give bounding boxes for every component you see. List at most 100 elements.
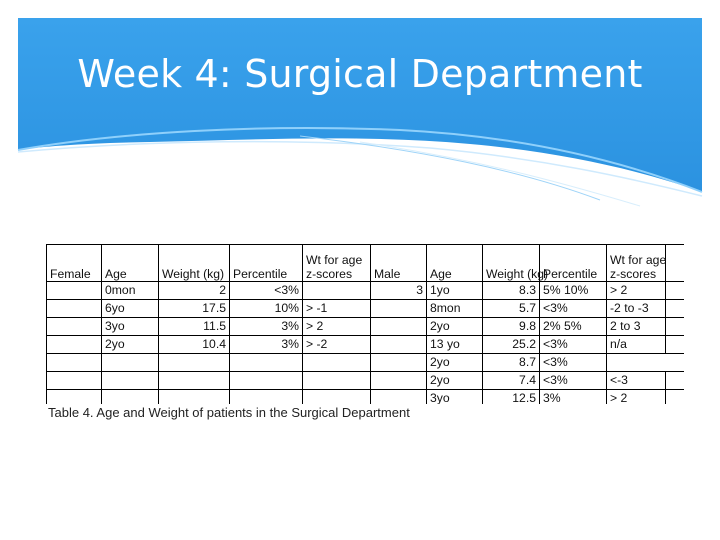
table-row: 2yo 10.4 3% > -2 13 yo 25.2 <3% n/a (46, 335, 684, 354)
female-weight (158, 371, 230, 390)
female-cell (46, 353, 102, 372)
male-percentile: 2% 5% (539, 317, 607, 336)
female-age: 2yo (101, 335, 159, 354)
header-weight: Weight (kg) (158, 244, 230, 282)
female-zscore (302, 371, 371, 390)
female-age (101, 353, 159, 372)
spacer-cell (665, 299, 684, 318)
male-weight: 9.8 (482, 317, 540, 336)
female-age (101, 389, 159, 404)
female-weight: 11.5 (158, 317, 230, 336)
female-weight (158, 389, 230, 404)
header-band (17, 18, 703, 207)
male-label-cell (370, 299, 427, 318)
header-age-male: Age (426, 244, 483, 282)
table-row: 3yo 12.5 3% > 2 (46, 389, 684, 404)
female-zscore: > 2 (302, 317, 371, 336)
female-percentile (229, 389, 303, 404)
female-age: 0mon (101, 281, 159, 300)
female-percentile (229, 371, 303, 390)
female-percentile: 10% (229, 299, 303, 318)
male-zscore: <-3 (606, 371, 666, 390)
female-age: 3yo (101, 317, 159, 336)
header-wt-zscores-male: Wt for age z-scores (606, 244, 667, 282)
table-body: 0mon 2 <3% 3 1yo 8.3 5% 10% > 2 6yo 17.5 10% > -1 8m… (46, 281, 684, 404)
male-age: 2yo (426, 371, 483, 390)
header-wt-line2: z-scores (306, 267, 353, 281)
header-age: Age (101, 244, 159, 282)
male-label-cell (370, 353, 427, 372)
female-weight: 2 (158, 281, 230, 300)
male-zscore: n/a (606, 335, 666, 354)
female-percentile (229, 353, 303, 372)
female-weight (158, 353, 230, 372)
male-label-cell (370, 371, 427, 390)
male-percentile: 5% 10% (539, 281, 607, 300)
male-label-cell (370, 335, 427, 354)
male-label-cell (370, 389, 427, 404)
male-age: 1yo (426, 281, 483, 300)
header-female: Female (46, 244, 102, 282)
header-wt-male-line1: Wt for age (610, 253, 667, 267)
male-age: 8mon (426, 299, 483, 318)
male-zscore: 2 to 3 (606, 317, 666, 336)
header-percentile: Percentile (229, 244, 303, 282)
male-age: 3yo (426, 389, 483, 404)
male-weight: 7.4 (482, 371, 540, 390)
female-weight: 10.4 (158, 335, 230, 354)
male-weight: 8.3 (482, 281, 540, 300)
table-header-row: Female Age Weight (kg) Percentile Wt for… (46, 244, 684, 282)
male-zscore: > 2 (606, 389, 666, 404)
female-zscore (302, 353, 371, 372)
female-age (101, 371, 159, 390)
table-row: 6yo 17.5 10% > -1 8mon 5.7 <3% -2 to -3 (46, 299, 684, 318)
male-label-cell (370, 317, 427, 336)
data-table: Female Age Weight (kg) Percentile Wt for… (46, 244, 684, 404)
male-zscore: > 2 (606, 281, 666, 300)
female-age: 6yo (101, 299, 159, 318)
header-percentile-male: Percentile (539, 244, 607, 282)
header-male: Male (370, 244, 427, 282)
header-weight-male: Weight (kg) (482, 244, 548, 282)
header-wt-male-line2: z-scores (610, 267, 657, 281)
male-weight: 25.2 (482, 335, 540, 354)
male-weight: 8.7 (482, 353, 540, 372)
female-percentile: 3% (229, 335, 303, 354)
male-percentile: <3% (539, 335, 607, 354)
spacer-cell (665, 317, 684, 336)
slide-title: Week 4: Surgical Department (77, 52, 643, 96)
female-percentile: 3% (229, 317, 303, 336)
male-age: 13 yo (426, 335, 483, 354)
male-weight: 12.5 (482, 389, 540, 404)
spacer-cell (665, 281, 684, 300)
header-spacer (665, 244, 684, 282)
male-percentile: <3% (539, 353, 607, 372)
spacer-cell (665, 335, 684, 354)
male-label-cell: 3 (370, 281, 427, 300)
male-age: 2yo (426, 353, 483, 372)
data-table-container: Female Age Weight (kg) Percentile Wt for… (46, 244, 684, 404)
female-zscore: > -1 (302, 299, 371, 318)
female-cell (46, 281, 102, 300)
male-zscore: 3 (606, 353, 684, 372)
male-age: 2yo (426, 317, 483, 336)
female-weight: 17.5 (158, 299, 230, 318)
male-weight: 5.7 (482, 299, 540, 318)
female-zscore (302, 281, 371, 300)
male-percentile: 3% (539, 389, 607, 404)
female-zscore: > -2 (302, 335, 371, 354)
female-cell (46, 317, 102, 336)
male-percentile: <3% (539, 299, 607, 318)
header-wt-line1: Wt for age (306, 253, 363, 267)
spacer-cell (665, 389, 684, 404)
female-cell (46, 299, 102, 318)
table-caption: Table 4. Age and Weight of patients in t… (48, 405, 410, 420)
table-row: 3yo 11.5 3% > 2 2yo 9.8 2% 5% 2 to 3 (46, 317, 684, 336)
table-row: 2yo 7.4 <3% <-3 (46, 371, 684, 390)
female-percentile: <3% (229, 281, 303, 300)
spacer-cell (665, 371, 684, 390)
female-cell (46, 389, 102, 404)
female-cell (46, 371, 102, 390)
